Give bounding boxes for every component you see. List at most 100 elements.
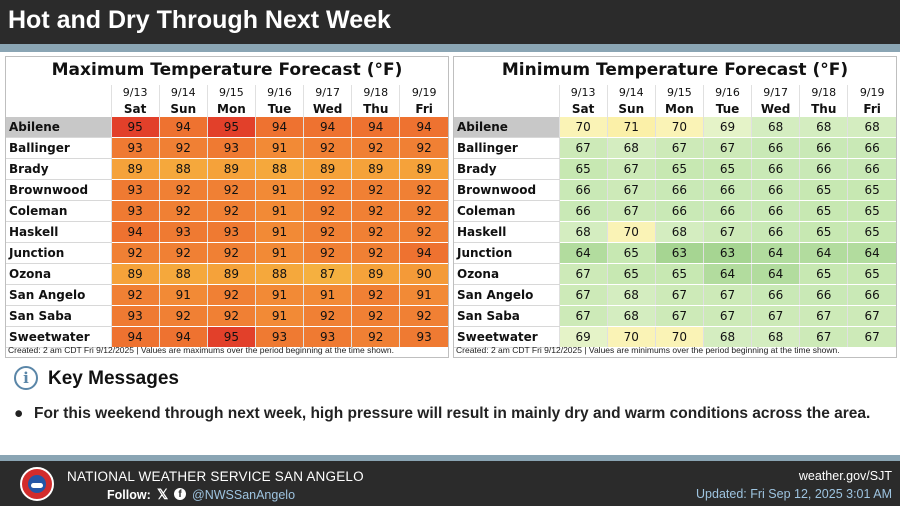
min-table-row: Junction 64 65 63 63 64 64 64 <box>454 242 896 264</box>
min-table-row: Abilene 70 71 70 69 68 68 68 <box>454 117 896 138</box>
header-accent-stripe <box>0 44 900 52</box>
x-twitter-icon[interactable]: 𝕏 <box>157 486 169 502</box>
min-temp-cell: 67 <box>702 284 752 306</box>
key-messages-title: Key Messages <box>48 368 179 389</box>
min-temp-cell: 66 <box>751 221 800 243</box>
max-date-header: 9/16 <box>254 85 304 101</box>
min-temp-cell: 66 <box>847 284 896 306</box>
min-temp-cell: 65 <box>799 179 848 201</box>
max-temp-cell: 94 <box>254 117 304 138</box>
max-table-row: Brownwood 93 92 92 91 92 92 92 <box>6 179 448 201</box>
min-temp-cell: 67 <box>558 284 608 306</box>
min-temp-cell: 66 <box>654 179 704 201</box>
max-temp-cell: 89 <box>206 158 256 180</box>
max-weekday-header: Sat <box>110 101 160 117</box>
website-link[interactable]: weather.gov/SJT <box>798 469 892 483</box>
min-temp-cell: 67 <box>606 158 656 180</box>
info-icon: i <box>14 366 38 390</box>
max-table-row: Brady 89 88 89 88 89 89 89 <box>6 158 448 180</box>
max-temp-cell: 93 <box>158 221 208 243</box>
max-table-row: Haskell 94 93 93 91 92 92 92 <box>6 221 448 243</box>
min-temp-cell: 70 <box>558 117 608 138</box>
max-temp-cell: 91 <box>254 179 304 201</box>
max-temp-cell: 92 <box>351 284 400 306</box>
facebook-icon[interactable]: f <box>174 488 186 500</box>
max-temp-cell: 92 <box>399 305 448 327</box>
min-temp-cell: 66 <box>751 284 800 306</box>
nws-logo-cloud <box>31 483 43 488</box>
min-temp-cell: 66 <box>847 137 896 159</box>
min-table-title: Minimum Temperature Forecast (°F) <box>501 60 849 80</box>
min-temp-cell: 71 <box>606 117 656 138</box>
max-temp-cell: 89 <box>110 263 160 285</box>
min-table-row: Haskell 68 70 68 67 66 65 65 <box>454 221 896 243</box>
min-temp-cell: 66 <box>799 137 848 159</box>
max-temp-cell: 92 <box>110 284 160 306</box>
min-date-header: 9/13 <box>558 85 608 101</box>
min-temp-cell: 65 <box>799 263 848 285</box>
min-temperature-panel: Minimum Temperature Forecast (°F) 9/13 9/… <box>453 56 897 358</box>
max-temp-cell: 92 <box>303 242 352 264</box>
min-temp-cell: 67 <box>654 137 704 159</box>
max-temp-cell: 91 <box>254 200 304 222</box>
min-table-row: Ballinger 67 68 67 67 66 66 66 <box>454 137 896 159</box>
min-weekday-header: Fri <box>847 101 896 117</box>
min-temp-cell: 67 <box>654 305 704 327</box>
max-temp-cell: 92 <box>399 200 448 222</box>
max-temp-cell: 92 <box>206 284 256 306</box>
max-temp-cell: 93 <box>110 179 160 201</box>
min-temp-cell: 66 <box>751 158 800 180</box>
max-city-name: Brady <box>6 158 112 180</box>
min-temp-cell: 65 <box>847 263 896 285</box>
min-temperature-table: 9/13 9/14 9/15 9/16 9/17 9/18 9/19 Sat Sun Mon Tue… <box>454 85 896 348</box>
min-temp-cell: 66 <box>751 200 800 222</box>
max-temp-cell: 92 <box>399 137 448 159</box>
social-handle-link[interactable]: @NWSSanAngelo <box>192 488 296 502</box>
min-temp-cell: 64 <box>847 242 896 264</box>
min-table-row: Coleman 66 67 66 66 66 65 65 <box>454 200 896 222</box>
min-temp-cell: 66 <box>558 179 608 201</box>
page-title: Hot and Dry Through Next Week <box>8 6 391 34</box>
max-temp-cell: 92 <box>351 221 400 243</box>
min-temp-cell: 65 <box>847 221 896 243</box>
max-temp-cell: 92 <box>303 179 352 201</box>
min-temp-cell: 67 <box>654 284 704 306</box>
min-header-blank <box>454 101 559 117</box>
min-temp-cell: 66 <box>847 158 896 180</box>
max-temp-cell: 92 <box>206 242 256 264</box>
max-temp-cell: 91 <box>158 284 208 306</box>
min-temp-cell: 67 <box>799 305 848 327</box>
min-temp-cell: 70 <box>654 117 704 138</box>
header-bar: Hot and Dry Through Next Week <box>0 0 900 44</box>
min-city-name: San Angelo <box>454 284 560 306</box>
max-table-row: Coleman 93 92 92 91 92 92 92 <box>6 200 448 222</box>
min-table-row: Sweetwater 69 70 70 68 68 67 67 <box>454 326 896 348</box>
min-table-footnote: Created: 2 am CDT Fri 9/12/2025 | Values… <box>456 345 840 355</box>
max-temp-cell: 91 <box>303 284 352 306</box>
max-table-row: Junction 92 92 92 91 92 92 94 <box>6 242 448 264</box>
max-temp-cell: 91 <box>254 242 304 264</box>
max-temp-cell: 92 <box>351 242 400 264</box>
max-temp-cell: 87 <box>303 263 352 285</box>
max-temp-cell: 91 <box>399 284 448 306</box>
min-table-row: Ozona 67 65 65 64 64 65 65 <box>454 263 896 285</box>
min-temp-cell: 65 <box>654 158 704 180</box>
max-table-row: Abilene 95 94 95 94 94 94 94 <box>6 117 448 138</box>
nws-logo <box>20 467 54 501</box>
updated-timestamp: Updated: Fri Sep 12, 2025 3:01 AM <box>696 487 892 501</box>
max-temp-cell: 95 <box>110 117 160 138</box>
max-city-name: San Angelo <box>6 284 112 306</box>
max-city-name: Coleman <box>6 200 112 222</box>
min-temp-cell: 65 <box>702 158 752 180</box>
min-temp-cell: 63 <box>654 242 704 264</box>
min-temp-cell: 68 <box>799 117 848 138</box>
max-city-name: Brownwood <box>6 179 112 201</box>
max-city-name: Junction <box>6 242 112 264</box>
max-temp-cell: 88 <box>158 263 208 285</box>
min-temp-cell: 65 <box>847 200 896 222</box>
max-temp-cell: 88 <box>158 158 208 180</box>
min-temp-cell: 68 <box>606 305 656 327</box>
max-temp-cell: 89 <box>303 158 352 180</box>
min-weekday-header: Thu <box>799 101 848 117</box>
max-table-row: Sweetwater 94 94 95 93 93 92 93 <box>6 326 448 348</box>
